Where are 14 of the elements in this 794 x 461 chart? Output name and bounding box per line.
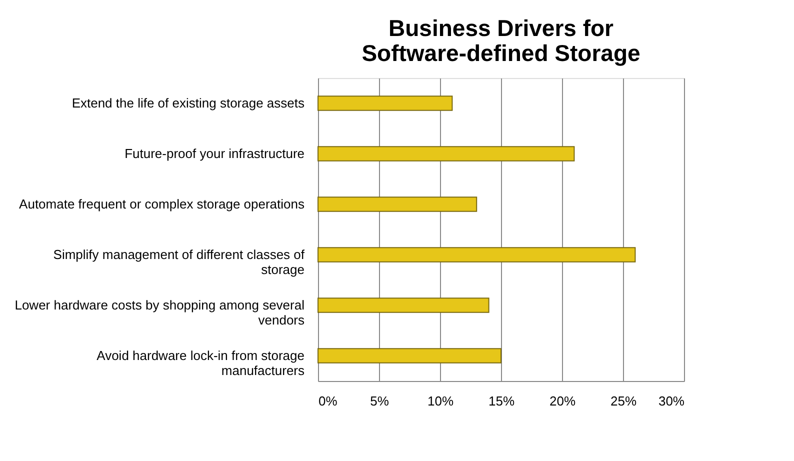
x-tick-label: 10% bbox=[427, 394, 454, 408]
y-tick-label: Simplify management of different classes of storage bbox=[53, 246, 305, 277]
y-tick-label: Lower hardware costs by shopping among several vendors bbox=[14, 297, 305, 328]
x-tick-label: 5% bbox=[370, 394, 390, 408]
x-tick-label: 0% bbox=[318, 394, 338, 408]
chart-title: Business Drivers for Software-defined Storage bbox=[362, 15, 640, 66]
x-tick-label: 25% bbox=[610, 394, 637, 408]
y-tick-label: Automate frequent or complex storage operations bbox=[19, 196, 305, 212]
y-tick-label: Future-proof your infrastructure bbox=[124, 146, 304, 161]
y-tick-label: Avoid hardware lock-in from storage manufacturers bbox=[96, 348, 305, 378]
x-tick-label: 20% bbox=[549, 394, 576, 408]
x-tick-label: 15% bbox=[488, 394, 515, 408]
x-tick-label: 30% bbox=[658, 394, 685, 408]
y-tick-label: Extend the life of existing storage assets bbox=[72, 95, 305, 110]
